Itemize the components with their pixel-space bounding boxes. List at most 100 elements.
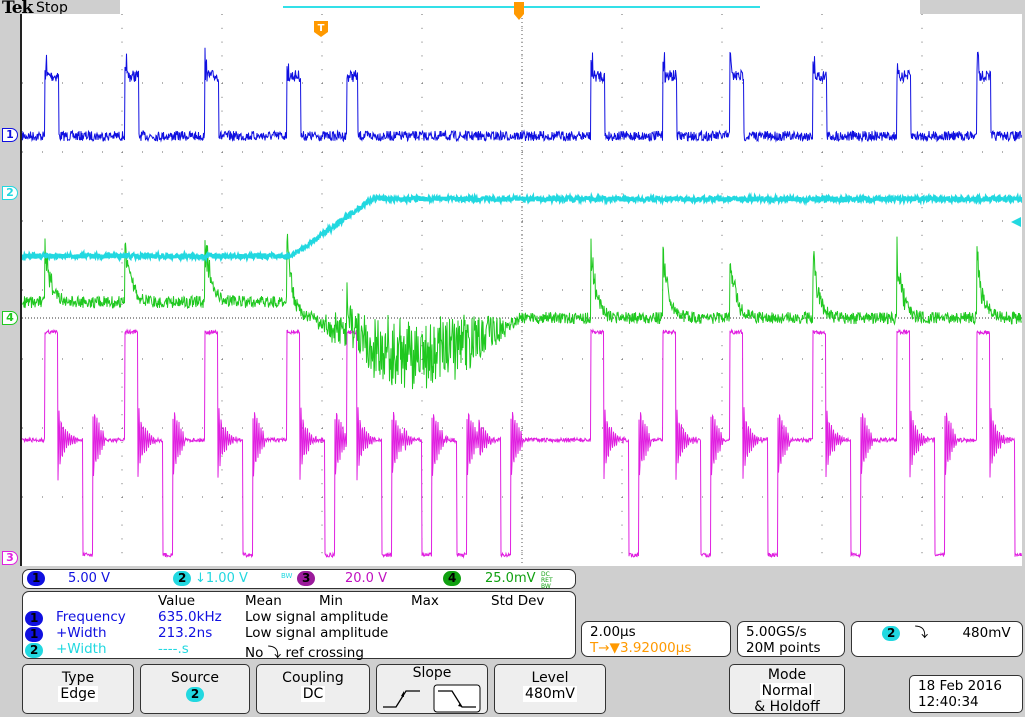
grid-dot <box>821 165 823 167</box>
grid-dot <box>462 427 463 429</box>
grid-dot <box>62 427 63 429</box>
grid-dot <box>322 82 323 84</box>
grid-dot <box>782 151 783 153</box>
grid-dot <box>121 165 123 167</box>
grid-dot <box>382 289 383 291</box>
ch3-readout[interactable]: 3 <box>297 571 316 586</box>
grid-dot <box>121 345 123 347</box>
source-button[interactable]: Source 2 <box>140 664 250 714</box>
grid-dot <box>442 496 443 498</box>
grid-dot <box>921 524 923 526</box>
grid-dot <box>822 496 823 498</box>
grid-dot <box>821 27 823 29</box>
grid-dot <box>502 358 503 360</box>
grid-dot <box>121 179 123 181</box>
horizontal-readout[interactable]: 2.00µs T→▼3.92000µs <box>581 621 731 657</box>
grid-dot <box>221 372 223 374</box>
grid-dot <box>122 289 123 291</box>
grid-dot <box>482 151 483 153</box>
grid-dot <box>121 124 123 126</box>
grid-dot <box>702 358 703 360</box>
grid-dot <box>321 262 323 264</box>
ch1-badge: 1 <box>27 571 46 586</box>
grid-dot <box>702 496 703 498</box>
grid-dot <box>942 427 943 429</box>
grid-dot <box>821 262 823 264</box>
type-button[interactable]: Type Edge <box>22 664 134 714</box>
grid-dot <box>282 220 283 222</box>
grid-dot <box>621 552 623 554</box>
grid-dot <box>721 234 723 236</box>
waveform-display <box>21 14 1023 566</box>
coupling-button[interactable]: Coupling DC <box>256 664 370 714</box>
grid-dot <box>921 345 923 347</box>
grid-dot <box>302 289 303 291</box>
grid-dot <box>322 151 323 153</box>
grid-dot <box>921 303 923 305</box>
mode-button[interactable]: Mode Normal & Holdoff <box>729 664 845 715</box>
grid-dot <box>221 510 223 512</box>
grid-dot <box>521 386 523 388</box>
grid-dot <box>122 358 123 360</box>
grid-dot <box>422 220 423 222</box>
grid-dot <box>202 427 203 429</box>
grid-dot <box>582 82 583 84</box>
ch4-marker[interactable]: 4 <box>2 311 18 325</box>
grid-dot <box>142 289 143 291</box>
ch1-marker[interactable]: 1 <box>2 128 18 142</box>
grid-dot <box>621 538 623 540</box>
grid-dot <box>421 165 423 167</box>
grid-dot <box>762 496 763 498</box>
grid-dot <box>262 427 263 429</box>
ch3-marker[interactable]: 3 <box>2 551 18 565</box>
grid-dot <box>621 69 623 71</box>
grid-dot <box>921 469 923 471</box>
grid-dot <box>242 289 243 291</box>
grid-dot <box>621 372 623 374</box>
grid-dot <box>62 151 63 153</box>
grid-dot <box>221 414 223 416</box>
grid-dot <box>221 331 223 333</box>
grid-dot <box>521 96 523 98</box>
grid-dot <box>882 289 883 291</box>
grid-dot <box>782 82 783 84</box>
ch2-readout[interactable]: 2 <box>173 571 192 586</box>
grid-dot <box>422 82 423 84</box>
grid-dot <box>402 151 403 153</box>
grid-dot <box>921 552 923 554</box>
grid-dot <box>321 207 323 209</box>
slope-button[interactable]: Slope <box>376 664 488 714</box>
grid-dot <box>382 82 383 84</box>
grid-dot <box>921 165 923 167</box>
grid-dot <box>121 455 123 457</box>
trigger-readout[interactable]: 2 ⤵ 480mV <box>851 621 1023 657</box>
grid-dot <box>321 510 323 512</box>
grid-dot <box>842 289 843 291</box>
ch2-marker[interactable]: 2 <box>2 186 18 200</box>
acquisition-readout[interactable]: 5.00GS/s 20M points <box>737 621 845 657</box>
grid-dot <box>82 82 83 84</box>
grid-dot <box>622 82 623 84</box>
grid-dot <box>921 207 923 209</box>
grid-dot <box>821 524 823 526</box>
grid-dot <box>321 179 323 181</box>
grid-dot <box>622 358 623 360</box>
grid-dot <box>521 55 523 57</box>
grid-dot <box>821 372 823 374</box>
grid-dot <box>682 220 683 222</box>
grid-dot <box>721 469 723 471</box>
grid-dot <box>221 317 223 319</box>
grid-dot <box>821 41 823 43</box>
grid-dot <box>142 427 143 429</box>
grid-dot <box>922 358 923 360</box>
button-label: Type <box>61 670 95 686</box>
level-button[interactable]: Level 480mV <box>494 664 606 714</box>
grid-dot <box>521 372 523 374</box>
ch4-readout[interactable]: 4 <box>443 571 462 586</box>
grid-dot <box>922 289 923 291</box>
grid-dot <box>321 400 323 402</box>
grid-dot <box>362 496 363 498</box>
grid-dot <box>262 358 263 360</box>
ch1-readout[interactable]: 1 <box>27 571 46 586</box>
grid-dot <box>282 151 283 153</box>
